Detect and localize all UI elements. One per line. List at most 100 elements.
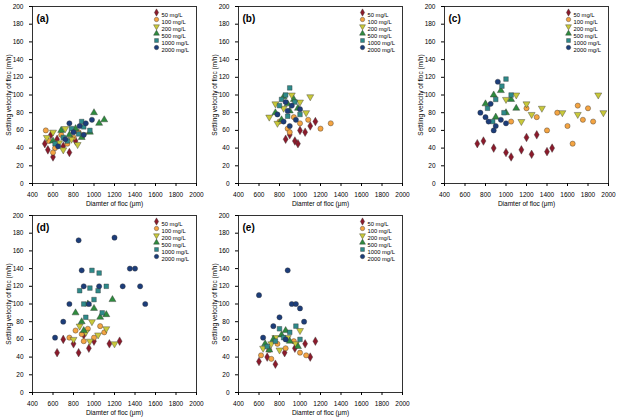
svg-text:160: 160 (13, 38, 24, 45)
svg-text:1600: 1600 (148, 400, 163, 407)
svg-text:100 mg/L: 100 mg/L (162, 19, 187, 25)
svg-text:1800: 1800 (375, 400, 390, 407)
svg-text:20: 20 (222, 371, 230, 378)
svg-text:1200: 1200 (313, 191, 328, 198)
svg-text:1000: 1000 (499, 191, 514, 198)
svg-text:1200: 1200 (313, 400, 328, 407)
svg-text:500 mg/L: 500 mg/L (368, 33, 393, 39)
svg-text:1400: 1400 (128, 191, 143, 198)
svg-text:600: 600 (254, 400, 265, 407)
svg-text:(a): (a) (37, 13, 49, 24)
svg-text:Diamter of floc (μm): Diamter of floc (μm) (292, 200, 349, 208)
svg-text:80: 80 (222, 318, 230, 325)
svg-text:20: 20 (428, 162, 436, 169)
svg-text:100 mg/L: 100 mg/L (368, 19, 393, 25)
svg-text:80: 80 (222, 109, 230, 116)
svg-text:100 mg/L: 100 mg/L (574, 19, 599, 25)
svg-text:120: 120 (219, 73, 230, 80)
svg-text:200 mg/L: 200 mg/L (162, 235, 187, 241)
svg-text:200 mg/L: 200 mg/L (574, 26, 599, 32)
svg-text:1600: 1600 (148, 191, 163, 198)
svg-text:400: 400 (439, 191, 450, 198)
svg-text:200: 200 (425, 3, 436, 10)
svg-text:800: 800 (480, 191, 491, 198)
svg-text:1000: 1000 (293, 191, 308, 198)
svg-text:0: 0 (20, 180, 24, 187)
svg-text:600: 600 (48, 191, 59, 198)
svg-text:(e): (e) (243, 222, 255, 233)
svg-text:50 mg/L: 50 mg/L (162, 221, 184, 227)
svg-text:1800: 1800 (581, 191, 596, 198)
svg-text:60: 60 (222, 335, 230, 342)
svg-text:2000: 2000 (395, 400, 410, 407)
svg-text:180: 180 (219, 20, 230, 27)
svg-text:1600: 1600 (354, 400, 369, 407)
svg-text:500 mg/L: 500 mg/L (368, 242, 393, 248)
svg-text:140: 140 (219, 265, 230, 272)
svg-text:20: 20 (16, 162, 24, 169)
svg-text:0: 0 (20, 389, 24, 396)
svg-text:200 mg/L: 200 mg/L (368, 26, 393, 32)
svg-text:40: 40 (222, 144, 230, 151)
svg-text:200: 200 (13, 212, 24, 219)
svg-text:600: 600 (48, 400, 59, 407)
svg-text:120: 120 (219, 282, 230, 289)
svg-text:500 mg/L: 500 mg/L (574, 33, 599, 39)
svg-text:400: 400 (27, 191, 38, 198)
svg-text:(d): (d) (37, 222, 50, 233)
svg-text:50 mg/L: 50 mg/L (162, 12, 184, 18)
svg-text:Diamter of floc (μm): Diamter of floc (μm) (86, 200, 143, 208)
svg-text:1000 mg/L: 1000 mg/L (574, 40, 602, 46)
svg-text:(b): (b) (243, 13, 256, 24)
svg-text:200: 200 (219, 212, 230, 219)
svg-text:2000 mg/L: 2000 mg/L (574, 47, 602, 53)
svg-text:140: 140 (425, 56, 436, 63)
svg-text:800: 800 (68, 191, 79, 198)
svg-text:200 mg/L: 200 mg/L (162, 26, 187, 32)
svg-text:50 mg/L: 50 mg/L (574, 12, 596, 18)
svg-text:160: 160 (13, 247, 24, 254)
svg-text:1400: 1400 (334, 400, 349, 407)
svg-text:2000 mg/L: 2000 mg/L (368, 47, 396, 53)
svg-text:100: 100 (425, 91, 436, 98)
svg-text:1600: 1600 (354, 191, 369, 198)
svg-text:100: 100 (219, 91, 230, 98)
svg-text:180: 180 (13, 229, 24, 236)
svg-text:Settling velocity of floc (m/h: Settling velocity of floc (m/h) (5, 54, 13, 135)
svg-text:1400: 1400 (128, 400, 143, 407)
svg-text:20: 20 (16, 371, 24, 378)
svg-text:Settling velocity of floc (m/h: Settling velocity of floc (m/h) (417, 54, 425, 135)
svg-text:2000 mg/L: 2000 mg/L (368, 256, 396, 262)
svg-text:200: 200 (219, 3, 230, 10)
svg-text:2000: 2000 (601, 191, 616, 198)
svg-text:160: 160 (219, 38, 230, 45)
svg-text:1800: 1800 (169, 400, 184, 407)
svg-text:1000 mg/L: 1000 mg/L (162, 40, 190, 46)
svg-text:80: 80 (428, 109, 436, 116)
svg-text:40: 40 (222, 353, 230, 360)
svg-text:Settling velocity of floc (m/h: Settling velocity of floc (m/h) (5, 263, 13, 344)
svg-text:1800: 1800 (169, 191, 184, 198)
svg-text:100 mg/L: 100 mg/L (162, 228, 187, 234)
svg-text:100: 100 (13, 91, 24, 98)
svg-text:2000: 2000 (189, 191, 204, 198)
svg-text:600: 600 (460, 191, 471, 198)
svg-text:140: 140 (13, 265, 24, 272)
svg-text:1600: 1600 (560, 191, 575, 198)
svg-text:800: 800 (68, 400, 79, 407)
svg-text:1000 mg/L: 1000 mg/L (368, 40, 396, 46)
svg-text:Diamter of floc (μm): Diamter of floc (μm) (498, 200, 555, 208)
svg-text:180: 180 (219, 229, 230, 236)
svg-text:2000: 2000 (189, 400, 204, 407)
svg-text:80: 80 (16, 109, 24, 116)
svg-text:400: 400 (233, 400, 244, 407)
svg-text:100 mg/L: 100 mg/L (368, 228, 393, 234)
svg-text:1200: 1200 (107, 400, 122, 407)
svg-text:180: 180 (425, 20, 436, 27)
svg-text:50 mg/L: 50 mg/L (368, 12, 390, 18)
svg-text:200: 200 (13, 3, 24, 10)
svg-text:0: 0 (226, 389, 230, 396)
svg-text:Settling velocity of floc (m/h: Settling velocity of floc (m/h) (211, 54, 219, 135)
svg-text:600: 600 (254, 191, 265, 198)
svg-text:Diamter of floc (μm): Diamter of floc (μm) (86, 409, 143, 417)
